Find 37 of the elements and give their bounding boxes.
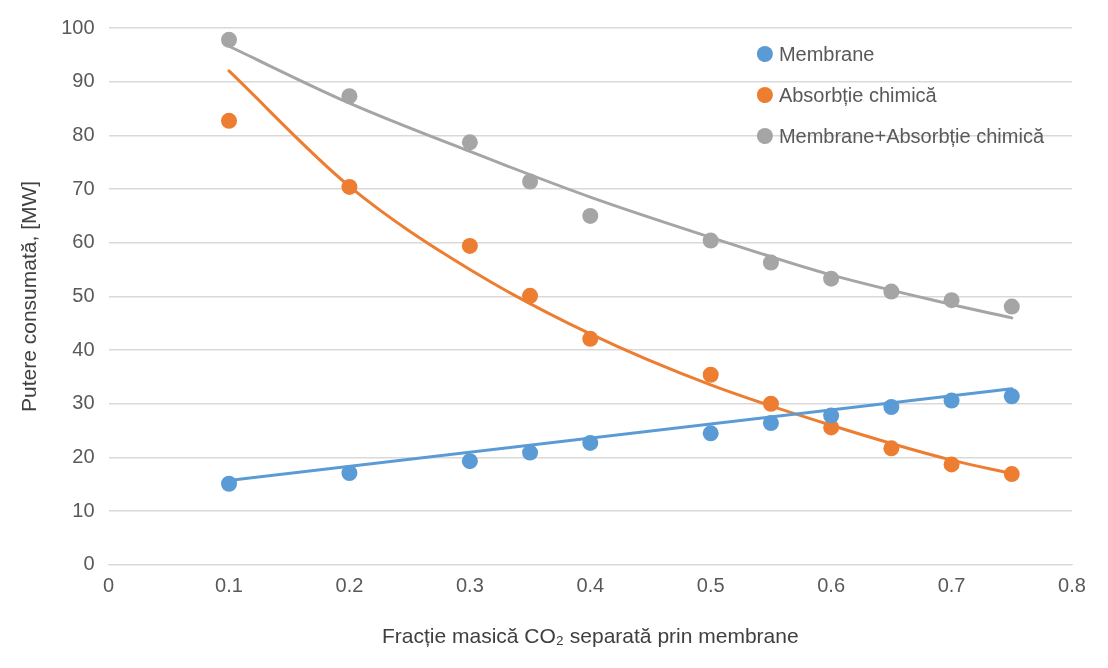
point	[461, 134, 478, 151]
y-tick-label: 100	[61, 15, 95, 38]
x-tick-label: 0.8	[1058, 574, 1086, 597]
y-tick-label: 40	[72, 337, 95, 360]
point	[522, 444, 539, 461]
y-tick-label: 10	[72, 498, 95, 521]
x-tick-label: 0.2	[335, 574, 364, 597]
x-tick-label: 0.5	[696, 574, 725, 597]
x-tick-label: 0.1	[215, 574, 243, 597]
y-tick-label: 0	[83, 552, 95, 575]
point	[1003, 298, 1020, 315]
y-axis-title: Putere consumată, [MW]	[17, 180, 41, 412]
x-axis-title: Fracție masică CO₂ separată prin membrane	[381, 624, 799, 648]
point	[221, 112, 237, 129]
x-tick-label: 0	[103, 574, 115, 597]
y-tick-label: 50	[72, 283, 95, 306]
y-tick-label: 60	[72, 230, 95, 253]
x-tick-label: 0.4	[576, 574, 605, 597]
point	[221, 31, 237, 48]
legend-label: Absorbție chimică	[778, 83, 938, 106]
x-tick-label: 0.6	[817, 574, 846, 597]
legend-label: Membrane	[778, 42, 875, 65]
point	[461, 453, 478, 470]
y-tick-label: 20	[72, 444, 95, 467]
legend-label: Membrane+Absorbție chimică	[778, 124, 1045, 147]
y-tick-label: 90	[72, 69, 95, 92]
point	[1003, 388, 1020, 405]
point	[702, 425, 719, 442]
point	[702, 366, 719, 383]
y-tick-label: 70	[72, 176, 95, 199]
x-tick-label: 0.7	[937, 574, 966, 597]
y-tick-label: 80	[72, 122, 95, 145]
x-tick-label: 0.3	[455, 574, 484, 597]
y-tick-label: 30	[72, 391, 95, 414]
point	[522, 287, 539, 304]
point	[461, 237, 478, 254]
point	[582, 207, 599, 224]
